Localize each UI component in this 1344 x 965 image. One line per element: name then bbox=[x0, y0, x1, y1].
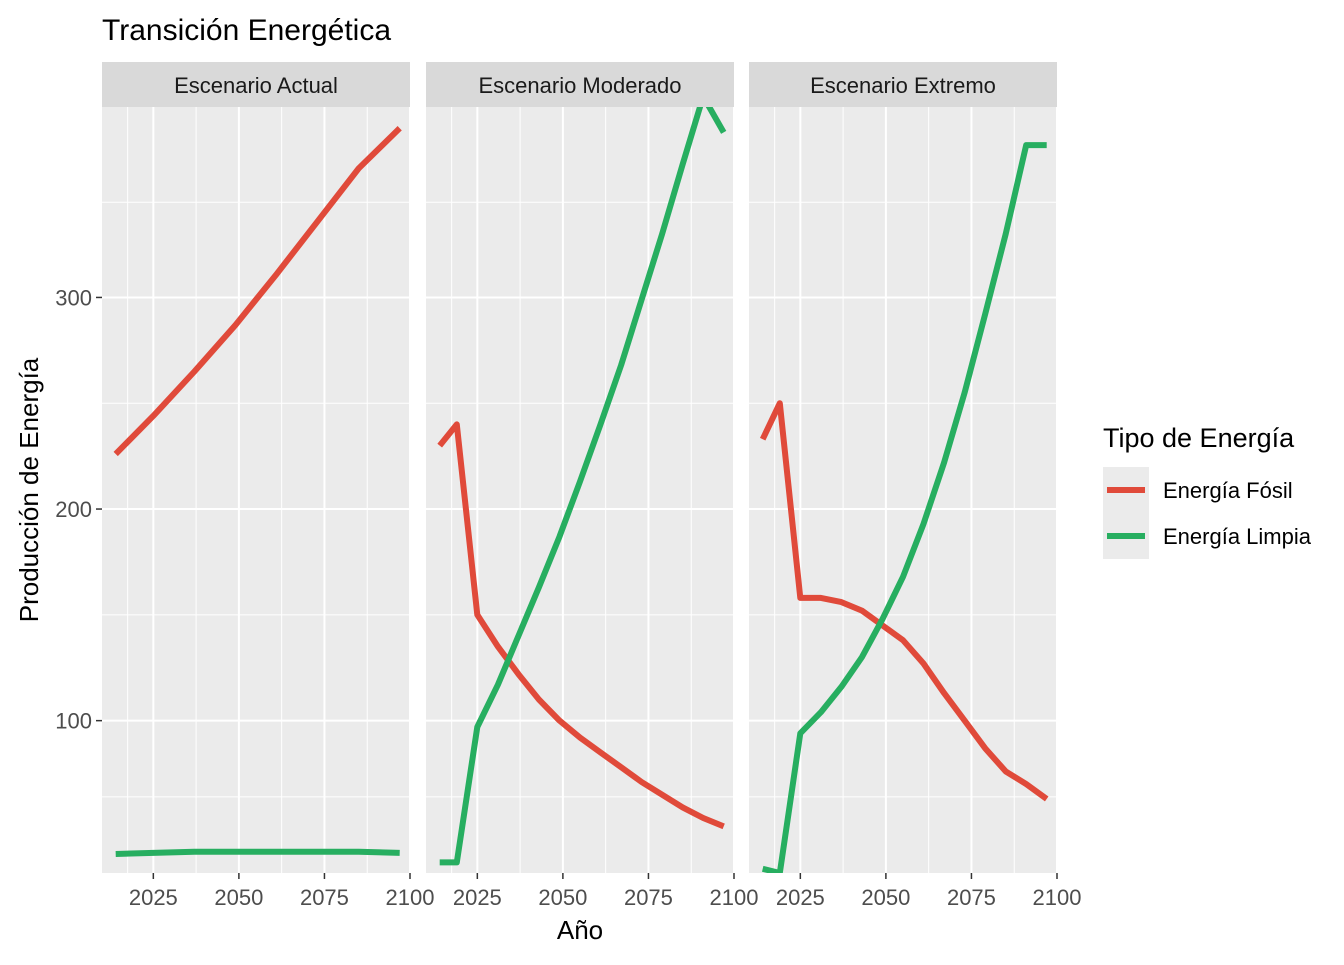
x-tick-label: 2100 bbox=[386, 885, 435, 910]
y-tick-label: 200 bbox=[55, 497, 92, 522]
facet-strip bbox=[426, 62, 734, 107]
facet-strip bbox=[102, 62, 410, 107]
legend-label: Energía Fósil bbox=[1163, 478, 1293, 503]
legend-title: Tipo de Energía bbox=[1103, 423, 1295, 453]
facet-panel: Escenario Extremo 2025 2050 2075 2100 bbox=[749, 62, 1081, 910]
x-tick-label: 2050 bbox=[538, 885, 587, 910]
panel-background bbox=[102, 107, 410, 873]
y-tick-label: 100 bbox=[55, 709, 92, 734]
legend-items: Energía Fósil Energía Limpia bbox=[1103, 467, 1312, 559]
series-line-energia-limpia bbox=[761, 142, 1047, 873]
chart-title: Transición Energética bbox=[102, 14, 391, 47]
series-line-energia-fosil bbox=[437, 421, 725, 830]
facet-strip bbox=[749, 62, 1057, 107]
facet-strip-label: Escenario Actual bbox=[174, 73, 338, 98]
facet-strip-label: Escenario Extremo bbox=[810, 73, 996, 98]
facet-strip-label: Escenario Moderado bbox=[478, 73, 681, 98]
x-tick-label: 2075 bbox=[947, 885, 996, 910]
legend-label: Energía Limpia bbox=[1163, 524, 1312, 549]
x-tick-label: 2025 bbox=[453, 885, 502, 910]
series-line-energia-limpia bbox=[439, 107, 727, 866]
x-tick-label: 2100 bbox=[710, 885, 759, 910]
facet-panels: Escenario Actual 2025 2050 2075 2100 100 200 30… bbox=[55, 62, 1081, 910]
x-tick-label: 2075 bbox=[624, 885, 673, 910]
y-tick-label: 300 bbox=[55, 285, 92, 310]
legend-item: Energía Fósil bbox=[1103, 467, 1293, 513]
x-tick-label: 2025 bbox=[776, 885, 825, 910]
x-tick-label: 2075 bbox=[300, 885, 349, 910]
x-tick-label: 2050 bbox=[861, 885, 910, 910]
x-tick-label: 2050 bbox=[214, 885, 263, 910]
facet-panel: Escenario Actual 2025 2050 2075 2100 100 200 30… bbox=[55, 62, 434, 910]
x-tick-label: 2100 bbox=[1033, 885, 1082, 910]
x-axis-title: Año bbox=[557, 915, 603, 945]
x-tick-label: 2025 bbox=[129, 885, 178, 910]
legend-item: Energía Limpia bbox=[1103, 513, 1312, 559]
facet-panel: Escenario Moderado 2025 2050 2075 2100 bbox=[426, 62, 758, 910]
series-line-energia-fosil bbox=[113, 126, 402, 457]
series-line-energia-limpia bbox=[115, 848, 400, 857]
legend: Tipo de Energía Energía Fósil Energía Lim… bbox=[1103, 423, 1312, 559]
series-line-energia-fosil bbox=[759, 400, 1049, 802]
y-axis-title: Producción de Energía bbox=[14, 357, 44, 622]
